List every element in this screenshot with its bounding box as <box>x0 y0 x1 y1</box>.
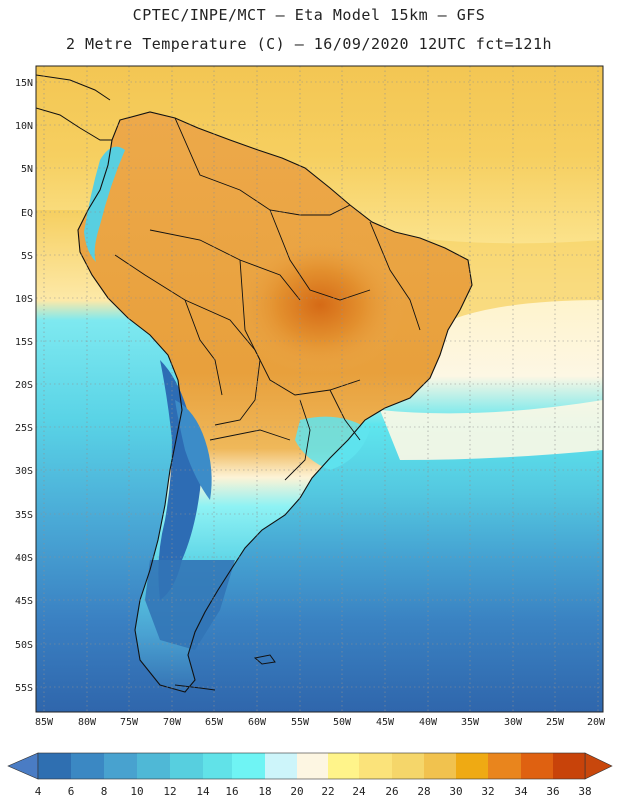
heat-core-central-brazil <box>235 235 405 375</box>
lon-label: 45W <box>376 717 395 728</box>
map-frame <box>35 65 604 713</box>
colorbar-label: 18 <box>258 785 271 798</box>
colorbar-label: 6 <box>68 785 75 798</box>
colorbar-swatch <box>137 753 170 779</box>
colorbar-label: 22 <box>321 785 334 798</box>
latitude-axis: 15N 10N 5N EQ 5S 10S 15S 20S 25S 30S 35S… <box>15 78 33 694</box>
atlantic-subtropic-zone <box>380 400 603 460</box>
colorbar-label: 28 <box>417 785 430 798</box>
lon-label: 50W <box>333 717 352 728</box>
lat-label: 20S <box>15 380 33 391</box>
tierra-del-fuego <box>174 684 216 691</box>
colorbar-swatch <box>328 753 359 779</box>
lat-label: 50S <box>15 640 33 651</box>
colorbar-swatch <box>456 753 488 779</box>
lon-label: 70W <box>163 717 182 728</box>
lat-label: 5N <box>21 164 33 175</box>
chart-title-line1: CPTEC/INPE/MCT – Eta Model 15km – GFS <box>132 6 486 24</box>
lat-label: 25S <box>15 423 33 434</box>
caribbean-coast <box>36 74 111 101</box>
andes-plateau-cool <box>175 400 212 500</box>
lon-label: 65W <box>205 717 224 728</box>
colorbar-label: 30 <box>449 785 462 798</box>
lon-label: 75W <box>120 717 139 728</box>
lon-label: 30W <box>504 717 523 728</box>
temperature-map <box>36 66 603 712</box>
longitude-axis: 85W 80W 75W 70W 65W 60W 55W 50W 45W 40W … <box>35 717 606 728</box>
colorbar-swatch <box>424 753 456 779</box>
colorbar-label: 38 <box>578 785 591 798</box>
lat-label: 10S <box>15 294 33 305</box>
colorbar-low-arrow <box>7 752 39 780</box>
colorbar-swatch <box>392 753 424 779</box>
lat-label: 30S <box>15 466 33 477</box>
lat-label: 10N <box>15 121 33 132</box>
colorbar-label: 20 <box>290 785 303 798</box>
colorbar-frame <box>37 752 586 780</box>
lon-label: 85W <box>35 717 54 728</box>
lat-lon-grid <box>36 66 603 712</box>
colorbar-label: 4 <box>35 785 42 798</box>
colorbar-high-arrow <box>584 752 613 780</box>
colorbar-label: 24 <box>352 785 366 798</box>
lon-label: 55W <box>291 717 310 728</box>
andes-north-cool <box>84 146 125 262</box>
patagonia-cold <box>145 560 235 650</box>
colorbar-swatch <box>232 753 265 779</box>
colorbar-swatch <box>104 753 137 779</box>
colorbar-swatch <box>265 753 297 779</box>
colorbar-swatch <box>488 753 521 779</box>
country-borders <box>114 117 421 481</box>
falkland-islands <box>253 654 276 665</box>
lon-label: 60W <box>248 717 267 728</box>
lon-label: 25W <box>546 717 565 728</box>
colorbar-swatch <box>553 753 585 779</box>
colorbar-swatch <box>203 753 232 779</box>
colorbar-swatch <box>521 753 553 779</box>
colorbar-label: 14 <box>196 785 210 798</box>
lat-label: 45S <box>15 596 33 607</box>
chart-title-line2: 2 Metre Temperature (C) – 16/09/2020 12U… <box>65 35 553 53</box>
lat-label: 5S <box>21 251 33 262</box>
colorbar-label: 10 <box>130 785 143 798</box>
colorbar-label: 16 <box>225 785 238 798</box>
lat-label: EQ <box>21 208 33 219</box>
south-america-coastline <box>77 111 473 693</box>
lat-label: 15N <box>15 78 33 89</box>
lon-label: 20W <box>587 717 606 728</box>
colorbar-swatch <box>71 753 104 779</box>
colorbar-swatch <box>38 753 71 779</box>
colorbar-label: 32 <box>481 785 494 798</box>
colorbar-label: 26 <box>385 785 398 798</box>
colorbar-label: 8 <box>101 785 108 798</box>
lon-label: 40W <box>419 717 438 728</box>
lon-label: 80W <box>78 717 97 728</box>
lat-label: 55S <box>15 683 33 694</box>
lat-label: 35S <box>15 510 33 521</box>
colorbar-swatch <box>359 753 392 779</box>
colorbar-label: 36 <box>546 785 559 798</box>
lat-label: 40S <box>15 553 33 564</box>
colorbar-label: 34 <box>514 785 528 798</box>
lon-label: 35W <box>461 717 480 728</box>
colorbar-swatch <box>297 753 328 779</box>
central-america-coast <box>36 107 112 141</box>
andes-south-cold <box>158 360 202 600</box>
colorbar: 4 6 8 10 12 14 16 18 20 22 24 26 28 30 3… <box>7 752 613 798</box>
south-brazil-cool <box>295 416 370 470</box>
lat-label: 15S <box>15 337 33 348</box>
colorbar-swatch <box>170 753 203 779</box>
colorbar-label: 12 <box>163 785 176 798</box>
